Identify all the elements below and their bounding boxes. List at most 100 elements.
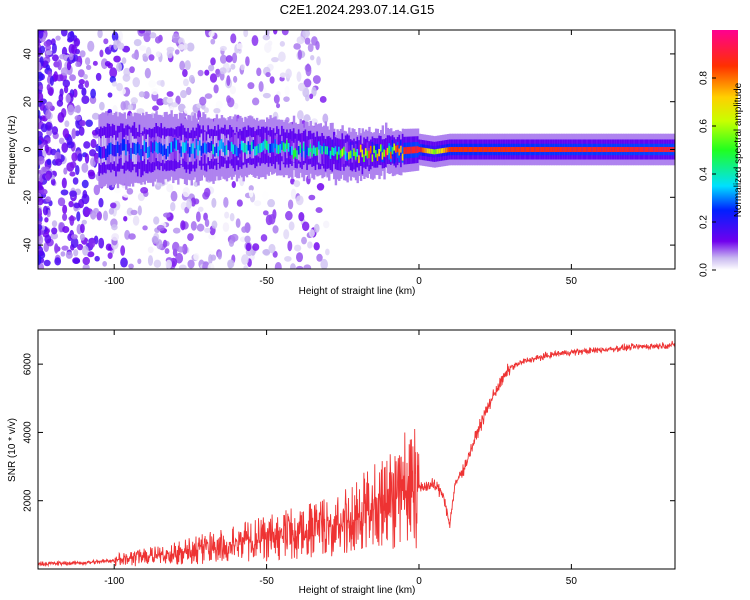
- noise-cell: [50, 148, 57, 156]
- band-cell: [410, 146, 413, 154]
- noise-cell: [195, 211, 201, 223]
- noise-cell: [61, 142, 69, 153]
- band-cell: [463, 146, 467, 153]
- band-cell: [398, 148, 401, 156]
- noise-cell: [71, 44, 78, 55]
- band-cell: [539, 146, 542, 153]
- band-cell: [457, 146, 460, 153]
- noise-cell: [145, 30, 151, 37]
- band-cell: [177, 139, 180, 150]
- noise-cell: [60, 189, 69, 196]
- band-cell: [623, 146, 626, 153]
- noise-cell: [296, 71, 302, 82]
- noise-cell: [82, 263, 90, 269]
- noise-cell: [223, 196, 229, 208]
- band-cell: [663, 146, 666, 153]
- noise-cell: [187, 233, 194, 242]
- noise-cell: [251, 97, 260, 106]
- noise-cell: [81, 87, 87, 97]
- band-cell: [405, 147, 408, 154]
- band-cell: [361, 149, 364, 158]
- noise-cell: [81, 162, 89, 173]
- noise-cell: [204, 218, 210, 228]
- band-cell: [611, 146, 614, 153]
- noise-cell: [229, 212, 235, 222]
- noise-cell: [203, 187, 211, 198]
- noise-cell: [110, 202, 117, 209]
- spectrogram-marks: [38, 30, 675, 269]
- noise-cell: [190, 197, 196, 207]
- band-cell: [473, 146, 477, 153]
- band-cell: [353, 148, 356, 156]
- band-cell: [430, 148, 433, 154]
- band-cell: [487, 146, 490, 153]
- noise-cell: [69, 30, 75, 38]
- snr-xlabel: Height of straight line (km): [299, 585, 416, 596]
- band-cell: [143, 140, 147, 152]
- noise-cell: [38, 254, 42, 265]
- noise-cell: [38, 36, 41, 47]
- band-cell: [291, 146, 294, 155]
- noise-cell: [83, 141, 91, 149]
- band-cell: [472, 146, 475, 153]
- band-cell: [145, 142, 148, 154]
- noise-cell: [245, 242, 252, 252]
- noise-cell: [151, 235, 159, 244]
- band-cell: [520, 146, 524, 153]
- band-cell: [227, 140, 230, 151]
- noise-cell: [138, 30, 146, 34]
- band-cell: [577, 146, 581, 153]
- band-cell: [363, 144, 366, 163]
- band-cell: [566, 146, 569, 153]
- noise-cell: [323, 220, 330, 229]
- band-cell: [294, 148, 297, 157]
- band-cell: [289, 146, 292, 156]
- band-cell: [178, 142, 182, 154]
- band-cell: [649, 146, 653, 153]
- band-cell: [183, 142, 187, 153]
- band-cell: [188, 147, 192, 158]
- band-cell: [395, 145, 398, 153]
- band-cell: [284, 143, 287, 153]
- band-cell: [666, 146, 670, 153]
- band-cell: [260, 142, 264, 153]
- noise-cell: [262, 92, 271, 99]
- noise-cell: [193, 252, 200, 261]
- noise-cell: [308, 229, 315, 238]
- band-cell: [252, 139, 255, 150]
- band-cell: [440, 148, 443, 154]
- noise-cell: [90, 88, 96, 99]
- noise-cell: [45, 109, 52, 120]
- noise-cell: [44, 217, 49, 223]
- band-cell: [163, 144, 167, 155]
- noise-cell: [162, 212, 171, 218]
- y-tick-label: -40: [23, 237, 34, 252]
- noise-cell: [62, 225, 70, 234]
- noise-cell: [178, 264, 187, 269]
- band-cell: [346, 141, 349, 160]
- band-cell: [413, 146, 416, 154]
- noise-cell: [127, 104, 134, 111]
- band-cell: [644, 146, 648, 153]
- noise-cell: [130, 209, 138, 216]
- noise-cell: [211, 197, 217, 208]
- band-cell: [329, 137, 333, 157]
- band-cell: [329, 150, 333, 159]
- noise-cell: [209, 73, 218, 83]
- band-cell: [626, 146, 629, 153]
- noise-cell: [82, 245, 89, 256]
- band-cell: [317, 143, 321, 163]
- band-cell: [312, 145, 316, 154]
- noise-cell: [62, 79, 71, 88]
- noise-cell: [97, 30, 103, 39]
- noise-cell: [290, 188, 297, 200]
- band-cell: [524, 146, 527, 153]
- band-cell: [146, 147, 150, 159]
- spectrogram-axes: -100 -50 0 50 -40 -20 0 20 40: [23, 30, 675, 287]
- band-cell: [262, 141, 266, 151]
- band-cell: [341, 148, 344, 167]
- noise-cell: [152, 105, 159, 111]
- band-cell: [126, 140, 130, 152]
- noise-cell: [79, 120, 85, 126]
- noise-cell: [276, 103, 281, 109]
